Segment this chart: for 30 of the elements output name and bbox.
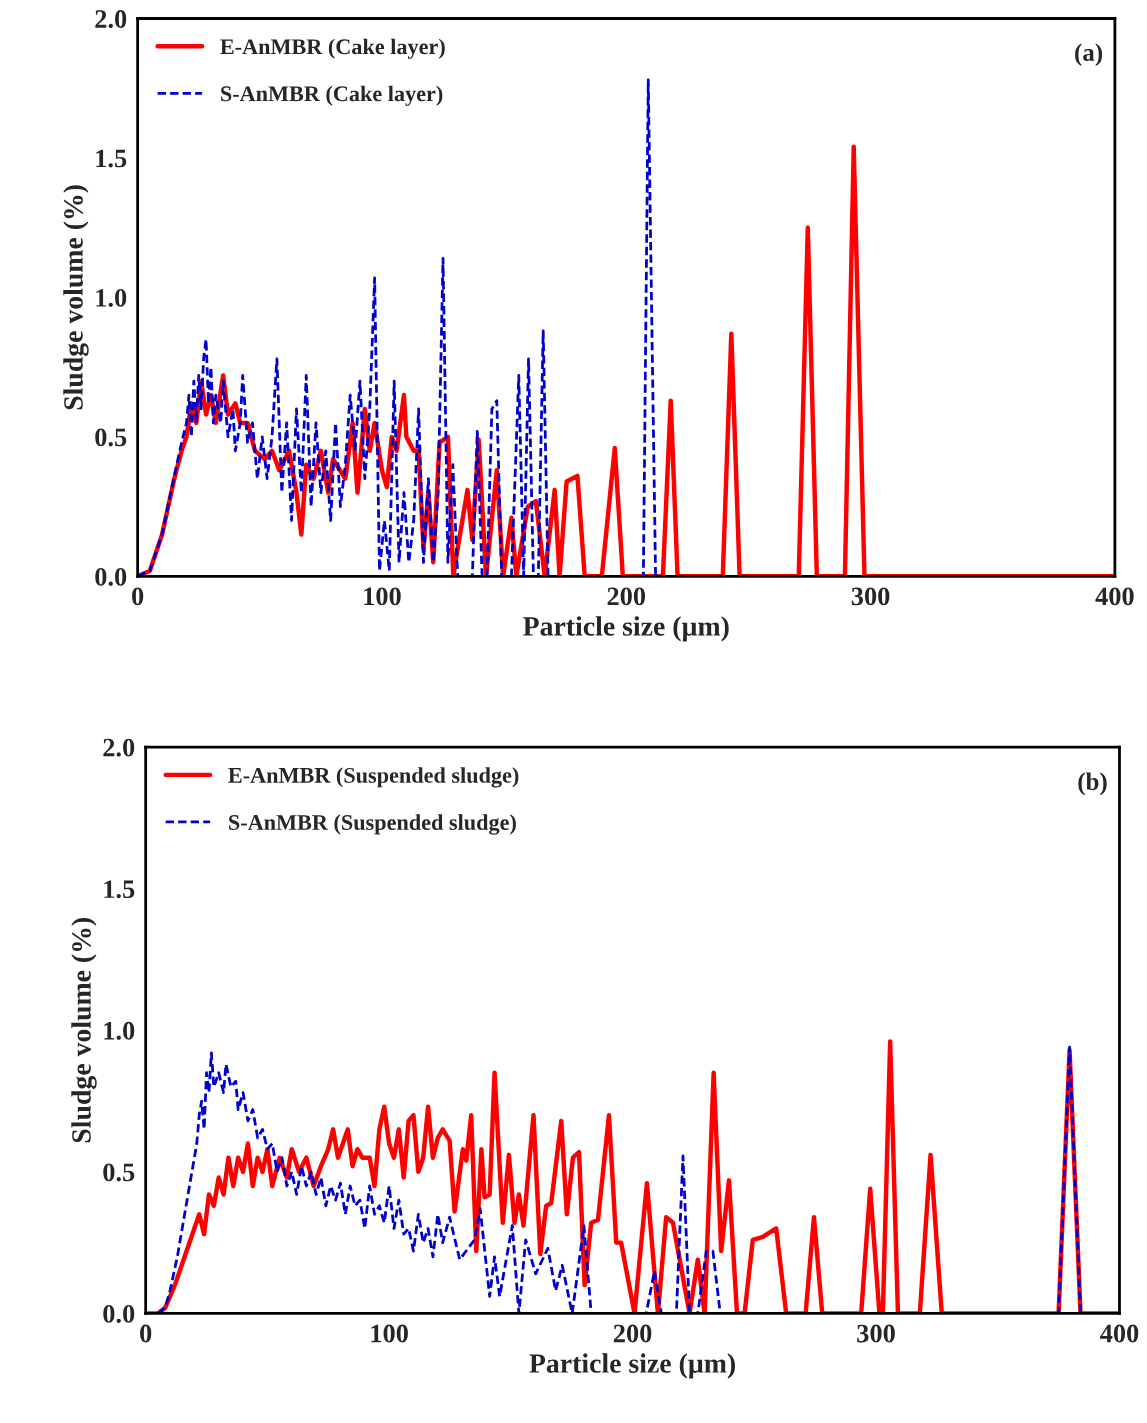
legend-label: S-AnMBR (Suspended sludge) <box>229 814 516 835</box>
x-tick-label: 100 <box>364 587 401 606</box>
y-tick-label: 2.0 <box>103 738 135 757</box>
y-tick-label: 0.5 <box>95 428 127 447</box>
x-axis-title: Particle size (µm) <box>523 616 729 642</box>
y-tick-label: 0.5 <box>103 1163 135 1182</box>
y-axis-title: Sludge volume (%) <box>63 185 89 410</box>
y-tick-label: 1.0 <box>104 1021 135 1040</box>
legend-label: E-AnMBR (Suspended sludge) <box>228 767 519 788</box>
y-tick-label: 1.5 <box>96 149 127 168</box>
annotation: (a) <box>1075 43 1103 67</box>
y-tick-label: 0.0 <box>95 567 127 586</box>
x-tick-label: 0 <box>132 587 144 606</box>
x-tick-label: 400 <box>1100 1324 1139 1343</box>
y-tick-label: 1.0 <box>96 289 127 307</box>
y-tick-label: 1.5 <box>104 880 135 899</box>
x-tick-label: 300 <box>857 1324 895 1343</box>
annotation: (b) <box>1078 772 1107 796</box>
x-tick-label: 300 <box>851 587 890 606</box>
x-axis-title: Particle size (µm) <box>529 1353 735 1379</box>
x-tick-label: 400 <box>1095 587 1134 606</box>
x-tick-label: 0 <box>140 1324 152 1343</box>
y-tick-label: 2.0 <box>95 10 127 29</box>
x-tick-label: 100 <box>371 1324 408 1343</box>
legend-label: E-AnMBR (Cake layer) <box>220 38 445 59</box>
y-tick-label: 0.0 <box>103 1305 135 1323</box>
y-axis-title: Sludge volume (%) <box>71 918 97 1143</box>
legend-label: S-AnMBR (Cake layer) <box>221 85 443 106</box>
x-tick-label: 200 <box>613 1324 652 1343</box>
x-tick-label: 200 <box>607 587 646 606</box>
